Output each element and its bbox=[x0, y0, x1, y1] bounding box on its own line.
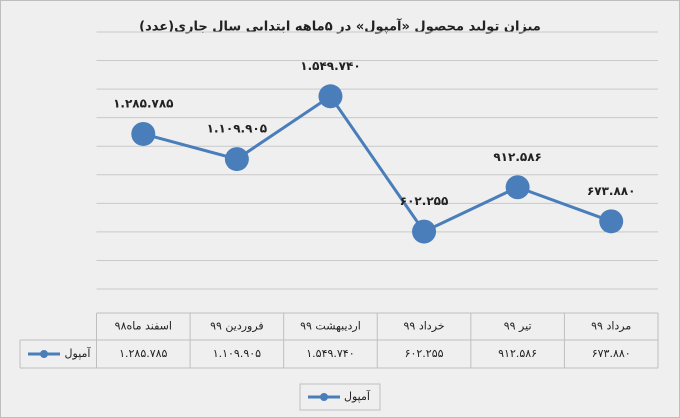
category-label: تیر ۹۹ bbox=[504, 320, 532, 333]
table-series-name: آمپول bbox=[65, 346, 92, 360]
table-value: ۱.۵۴۹.۷۴۰ bbox=[306, 347, 354, 360]
point bbox=[224, 147, 249, 172]
table-value: ۶۰۲.۲۵۵ bbox=[405, 347, 444, 360]
point bbox=[131, 121, 156, 146]
table-value: ۶۷۳.۸۸۰ bbox=[592, 347, 631, 360]
data-label: ۱.۱۰۹.۹۰۵ bbox=[207, 122, 267, 136]
category-label: اردیبهشت ۹۹ bbox=[300, 320, 361, 333]
point bbox=[505, 175, 530, 200]
category-label: فروردین ۹۹ bbox=[210, 320, 264, 333]
point bbox=[318, 84, 343, 109]
category-label: خرداد ۹۹ bbox=[404, 320, 445, 333]
table-value: ۱.۱۰۹.۹۰۵ bbox=[213, 347, 261, 360]
series-line bbox=[142, 94, 612, 234]
table-value: ۱.۲۸۵.۷۸۵ bbox=[119, 347, 167, 360]
table-value: ۹۱۲.۵۸۶ bbox=[498, 347, 537, 360]
point bbox=[599, 209, 624, 234]
data-label: ۱.۲۸۵.۷۸۵ bbox=[113, 96, 173, 110]
table-legend-marker bbox=[40, 350, 48, 358]
point bbox=[412, 219, 437, 244]
legend-label: آمپول bbox=[344, 389, 371, 403]
category-label: مرداد ۹۹ bbox=[591, 320, 631, 333]
legend-marker bbox=[320, 393, 328, 401]
data-label: ۶۷۳.۸۸۰ bbox=[587, 184, 636, 198]
data-label: ۶۰۲.۲۵۵ bbox=[400, 194, 449, 208]
legend-box bbox=[299, 383, 381, 411]
legend bbox=[299, 383, 381, 411]
data-label: ۹۱۲.۵۸۶ bbox=[493, 150, 542, 164]
data-label: ۱.۵۴۹.۷۴۰ bbox=[300, 59, 360, 73]
chart-title: میزان تولید محصول «آمپول» در ۵ماهه ابتدا… bbox=[139, 18, 541, 35]
category-label: اسفند ماه۹۸ bbox=[115, 320, 172, 333]
